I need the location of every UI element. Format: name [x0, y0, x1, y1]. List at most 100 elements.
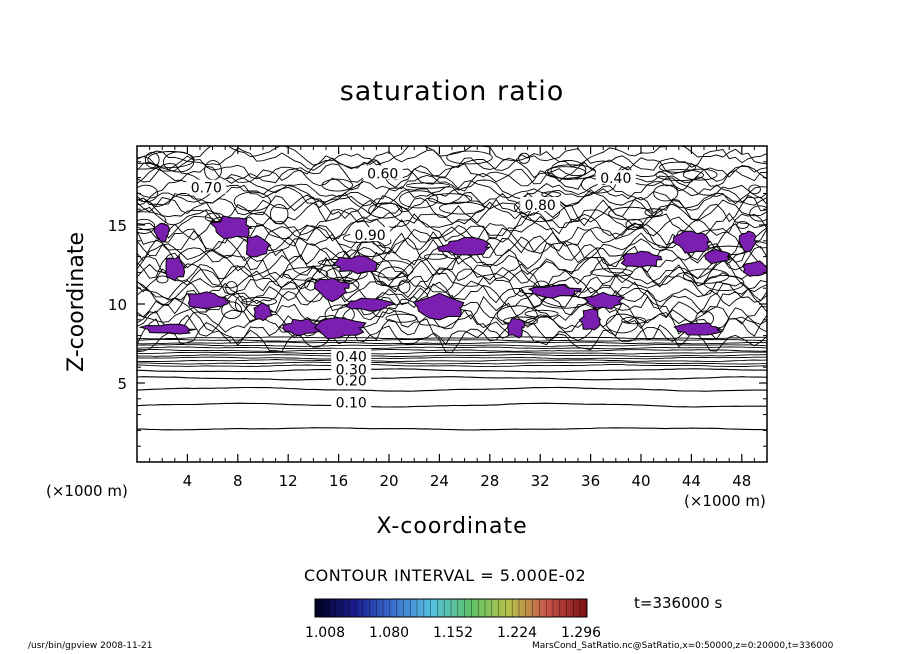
- contour-cell: [518, 152, 530, 164]
- contour-cell: [398, 279, 411, 294]
- contour-cell: [605, 313, 639, 334]
- shaded-region: [332, 255, 381, 275]
- contour-cell: [225, 281, 238, 295]
- contour-line: [137, 359, 767, 363]
- contour-cell: [378, 266, 408, 287]
- contour-cell: [137, 162, 160, 170]
- contour-line: [137, 348, 767, 352]
- contour-cell: [682, 168, 718, 181]
- contour-label: 0.30: [336, 362, 367, 378]
- contour-label-bg: [362, 165, 403, 180]
- contour-cell: [368, 202, 403, 219]
- colorbar: 1.008 1.080 1.152 1.224 1.296: [305, 598, 601, 641]
- y-axis-label: Z-coordinate: [64, 232, 89, 372]
- y-tick-label: 10: [108, 296, 127, 314]
- x-tick-label: 40: [631, 472, 650, 490]
- contour-label-bg: [186, 179, 227, 194]
- shaded-region: [738, 230, 759, 253]
- x-tick-label: 8: [233, 472, 243, 490]
- contour-line: [137, 257, 767, 293]
- shaded-region: [672, 230, 711, 254]
- contour-line: [137, 287, 767, 320]
- contour-cell: [137, 218, 156, 234]
- x-tick-label: 12: [279, 472, 298, 490]
- contour-cell: [736, 221, 749, 229]
- contour-line: [137, 174, 767, 200]
- contour-cell: [608, 206, 653, 221]
- shaded-region: [412, 292, 465, 321]
- contour-line: [137, 254, 767, 288]
- contour-cell: [221, 301, 243, 320]
- contour-line: [137, 223, 767, 254]
- contour-line: [137, 341, 767, 345]
- shaded-region: [742, 260, 767, 277]
- shaded-region: [313, 277, 350, 303]
- contour-cell: [659, 161, 696, 173]
- contour-line: [137, 180, 767, 207]
- time-label: t=336000 s: [634, 594, 723, 612]
- contour-cell: [156, 275, 169, 284]
- contour-cell: [653, 184, 679, 202]
- contour-label: 0.40: [600, 171, 631, 187]
- contour-line: [137, 402, 767, 408]
- contour-interval: CONTOUR INTERVAL = 5.000E-02: [304, 566, 587, 585]
- shaded-region: [704, 248, 731, 265]
- contour-label-bg: [331, 361, 372, 376]
- x-tick-label: 32: [531, 472, 550, 490]
- shaded-region: [138, 323, 197, 335]
- contour-line: [137, 230, 767, 262]
- contour-cell: [137, 184, 159, 203]
- chart-title: saturation ratio: [339, 76, 565, 107]
- contour-label-bg: [350, 227, 391, 242]
- contour-label-bg: [595, 170, 636, 185]
- contour-cell: [427, 193, 473, 205]
- contour-cell: [524, 309, 559, 318]
- contour-line: [137, 263, 767, 295]
- x-tick-label: 24: [430, 472, 449, 490]
- contour-cell: [547, 164, 597, 180]
- contour-lines: [137, 146, 767, 431]
- contour-line: [137, 270, 767, 303]
- contour-cell: [144, 151, 160, 168]
- x-tick-label: 36: [581, 472, 600, 490]
- contour-line: [137, 245, 767, 280]
- colorbar-tick-label: 1.224: [497, 625, 537, 641]
- shaded-region: [620, 250, 663, 268]
- contour-cell: [162, 151, 195, 173]
- contour-cell: [385, 313, 418, 323]
- x-tick-label: 44: [682, 472, 701, 490]
- y-axis-unit: (×1000 m): [46, 482, 128, 500]
- contour-cell: [399, 190, 439, 209]
- contour-cell: [590, 268, 633, 277]
- x-tick-label: 48: [732, 472, 751, 490]
- contour-line: [137, 147, 767, 172]
- contour-cell: [423, 253, 448, 260]
- contour-line: [137, 322, 767, 353]
- shaded-region: [282, 318, 322, 336]
- contour-line: [137, 343, 767, 347]
- shaded-region: [527, 284, 582, 299]
- x-tick-label: 28: [480, 472, 499, 490]
- shaded-region: [582, 291, 626, 310]
- x-tick-label: 20: [379, 472, 398, 490]
- colorbar-tick-label: 1.296: [561, 625, 601, 641]
- contour-line: [137, 356, 767, 360]
- contour-cell: [749, 205, 767, 222]
- contour-line: [137, 368, 767, 373]
- contour-line: [137, 314, 767, 348]
- contour-cell: [321, 178, 353, 192]
- contour-line: [137, 361, 767, 365]
- contour-label: 0.60: [367, 166, 398, 182]
- contour-labels: 0.100.200.300.400.900.600.700.800.40: [186, 165, 636, 412]
- contour-label-bg: [331, 394, 372, 409]
- shaded-region: [345, 297, 396, 312]
- contour-line: [137, 184, 767, 209]
- footer-program: /usr/bin/gpview 2008-11-21: [28, 641, 153, 651]
- contour-cell: [703, 274, 745, 292]
- x-tick-label: 4: [183, 472, 193, 490]
- contour-label: 0.80: [525, 198, 556, 214]
- contour-line: [137, 165, 767, 192]
- colorbar-tick-label: 1.152: [433, 625, 473, 641]
- contour-line: [137, 376, 767, 381]
